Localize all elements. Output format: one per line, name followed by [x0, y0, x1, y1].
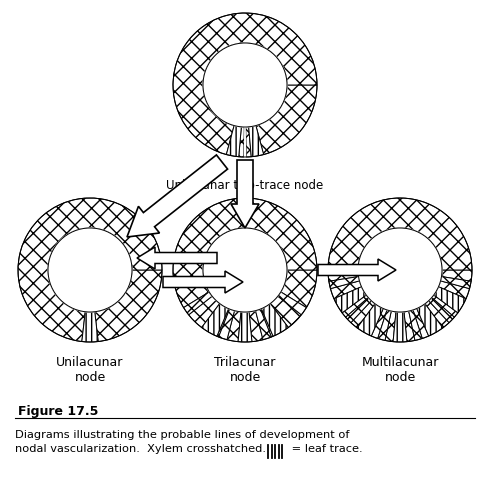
- Wedge shape: [345, 298, 371, 323]
- Wedge shape: [429, 298, 454, 323]
- Wedge shape: [202, 303, 229, 336]
- Wedge shape: [82, 312, 98, 342]
- Wedge shape: [393, 312, 407, 342]
- Text: Diagrams illustrating the probable lines of development of: Diagrams illustrating the probable lines…: [15, 430, 349, 440]
- Wedge shape: [245, 127, 251, 157]
- Wedge shape: [432, 295, 458, 317]
- Wedge shape: [404, 311, 415, 342]
- Wedge shape: [385, 311, 396, 342]
- FancyArrow shape: [127, 155, 227, 237]
- Wedge shape: [329, 276, 360, 288]
- Wedge shape: [378, 310, 392, 340]
- Wedge shape: [219, 309, 235, 340]
- Wedge shape: [255, 309, 271, 340]
- FancyArrow shape: [163, 271, 243, 293]
- Wedge shape: [249, 311, 263, 342]
- FancyArrow shape: [231, 160, 259, 228]
- Wedge shape: [328, 198, 472, 281]
- Circle shape: [358, 228, 442, 312]
- Wedge shape: [278, 292, 306, 315]
- Wedge shape: [425, 301, 449, 328]
- Wedge shape: [357, 304, 383, 336]
- Wedge shape: [441, 276, 471, 288]
- Wedge shape: [417, 304, 443, 336]
- Wedge shape: [217, 309, 230, 337]
- Wedge shape: [351, 301, 375, 328]
- Wedge shape: [244, 127, 246, 157]
- Wedge shape: [173, 198, 317, 308]
- Wedge shape: [281, 270, 317, 308]
- Circle shape: [203, 228, 287, 312]
- Text: nodal vascularization.  Xylem crosshatched.: nodal vascularization. Xylem crosshatche…: [15, 444, 266, 454]
- Wedge shape: [342, 295, 368, 317]
- Wedge shape: [334, 287, 366, 313]
- Text: Unilacunar
node: Unilacunar node: [56, 356, 123, 384]
- FancyArrow shape: [318, 259, 396, 281]
- Wedge shape: [248, 125, 264, 157]
- Text: Figure 17.5: Figure 17.5: [18, 405, 98, 418]
- Wedge shape: [371, 308, 387, 338]
- Wedge shape: [226, 125, 242, 157]
- Wedge shape: [256, 85, 317, 154]
- Wedge shape: [434, 287, 466, 313]
- Text: Trilacunar
node: Trilacunar node: [214, 356, 276, 384]
- Wedge shape: [238, 312, 252, 342]
- Wedge shape: [413, 308, 429, 338]
- Wedge shape: [95, 270, 162, 342]
- Wedge shape: [270, 296, 301, 328]
- Wedge shape: [409, 310, 422, 340]
- Text: = leaf trace.: = leaf trace.: [288, 444, 363, 454]
- Wedge shape: [441, 270, 472, 281]
- Wedge shape: [330, 281, 362, 299]
- Circle shape: [203, 43, 287, 127]
- Wedge shape: [260, 309, 273, 337]
- Wedge shape: [227, 311, 241, 342]
- Wedge shape: [261, 303, 288, 336]
- Text: Unilacunar two-trace node: Unilacunar two-trace node: [167, 179, 323, 192]
- Wedge shape: [239, 127, 245, 157]
- Wedge shape: [184, 292, 212, 315]
- Wedge shape: [18, 198, 162, 342]
- Wedge shape: [189, 296, 220, 328]
- FancyArrow shape: [137, 247, 217, 269]
- Wedge shape: [173, 13, 317, 154]
- Wedge shape: [439, 281, 469, 299]
- Text: Multilacunar
node: Multilacunar node: [361, 356, 439, 384]
- Circle shape: [48, 228, 132, 312]
